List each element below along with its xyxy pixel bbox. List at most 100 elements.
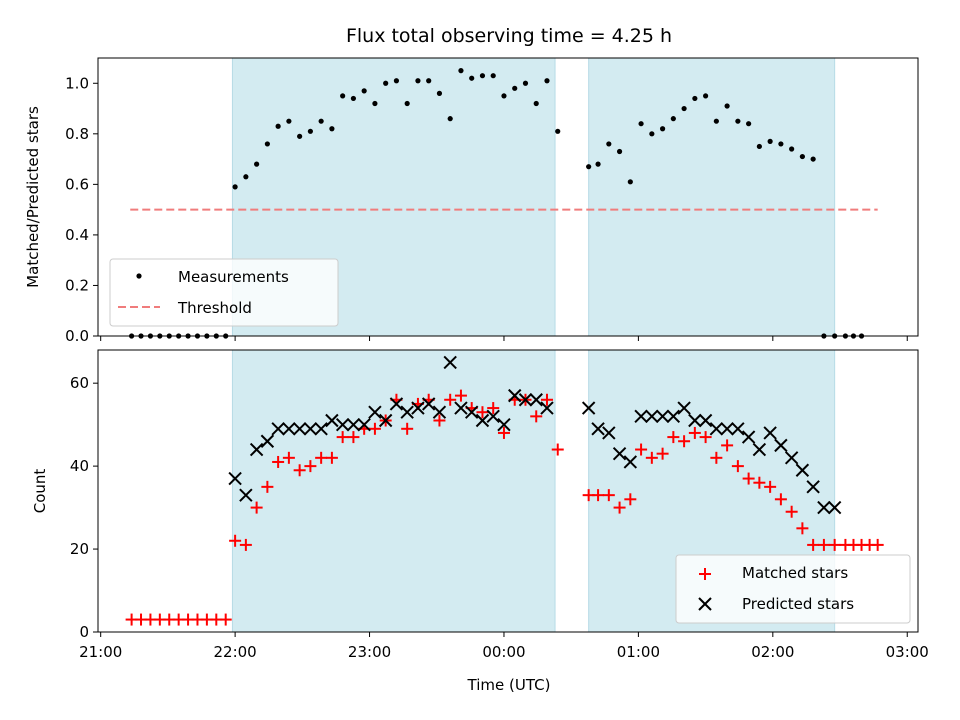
- point-matched-stars: [304, 460, 317, 473]
- point-measurements: [703, 93, 709, 99]
- point-matched-stars: [699, 431, 712, 444]
- point-predicted-stars: [518, 393, 533, 407]
- point-predicted-stars: [591, 422, 605, 436]
- point-predicted-stars: [421, 397, 436, 411]
- point-matched-stars: [530, 410, 543, 423]
- point-predicted-stars: [645, 409, 659, 424]
- point-predicted-stars: [454, 401, 468, 415]
- top-panel-frame: [97, 57, 919, 337]
- point-predicted-stars: [475, 413, 490, 428]
- point-matched-stars: [602, 489, 615, 502]
- point-measurements: [286, 118, 292, 124]
- point-measurements: [383, 80, 389, 86]
- top-panel-y-label: Matched/Predicted stars: [24, 106, 42, 288]
- point-measurements: [735, 118, 741, 124]
- point-predicted-stars: [741, 430, 756, 444]
- point-measurements: [393, 78, 400, 84]
- point-matched-stars: [315, 451, 328, 464]
- bottom-panel-frame: [97, 349, 919, 633]
- point-measurements: [426, 78, 432, 84]
- point-predicted-stars: [688, 413, 702, 428]
- point-measurements: [756, 143, 762, 150]
- point-measurements: [595, 161, 601, 167]
- y-tick-label: 0.8: [65, 125, 89, 143]
- point-predicted-stars: [634, 409, 648, 424]
- point-matched-stars: [336, 431, 349, 444]
- x-tick-label: 21:00: [79, 643, 122, 661]
- legend-label-threshold: Threshold: [177, 299, 252, 317]
- point-matched-stars: [667, 431, 680, 444]
- legend-marker-predicted-stars: [698, 597, 712, 611]
- point-measurements: [318, 118, 324, 124]
- point-measurements: [436, 90, 443, 96]
- point-matched-stars: [368, 422, 381, 435]
- point-predicted-stars: [314, 422, 328, 436]
- point-predicted-stars: [774, 438, 788, 453]
- legend-label-matched-stars: Matched stars: [742, 564, 848, 582]
- point-predicted-stars: [368, 405, 382, 419]
- point-measurements: [533, 100, 539, 107]
- point-matched-stars: [444, 393, 457, 406]
- top-panel-legend: Measurements Threshold: [109, 258, 339, 327]
- point-matched-stars: [293, 464, 306, 477]
- point-predicted-stars: [249, 442, 264, 457]
- point-matched-stars: [347, 431, 360, 444]
- point-measurements: [544, 78, 550, 84]
- point-predicted-stars: [228, 471, 242, 486]
- point-matched-stars: [828, 538, 841, 551]
- x-tick-label: 03:00: [886, 643, 929, 661]
- point-predicted-stars: [282, 422, 296, 436]
- y-tick-label: 1.0: [65, 74, 89, 92]
- point-predicted-stars: [623, 455, 638, 469]
- point-matched-stars: [624, 493, 637, 506]
- y-tick-label: 0.2: [65, 276, 89, 294]
- x-tick-label: 23:00: [348, 643, 391, 661]
- y-tick-label: 20: [70, 540, 89, 558]
- point-matched-stars: [613, 501, 626, 514]
- bottom-panel-y-label: Count: [31, 469, 49, 514]
- point-predicted-stars: [817, 500, 831, 515]
- bottom-panel: 21:00 22:00 23:00 00:00 01:00 02:00 03:00 0 20 40…: [31, 349, 929, 661]
- point-predicted-stars: [655, 409, 670, 424]
- point-measurements: [501, 93, 507, 99]
- point-predicted-stars: [411, 401, 425, 415]
- legend-marker-matched-stars: [699, 568, 711, 580]
- point-matched-stars: [261, 480, 274, 493]
- top-panel: 0.0 0.2 0.4 0.6 0.8 1.0 Matched/Predicted sta…: [24, 57, 919, 345]
- point-measurements: [789, 146, 795, 152]
- point-predicted-stars: [389, 397, 404, 411]
- point-predicted-stars: [698, 413, 713, 428]
- y-tick-label: 0.4: [65, 226, 89, 244]
- point-predicted-stars: [378, 413, 393, 428]
- point-measurements: [479, 73, 486, 79]
- point-measurements: [649, 131, 655, 137]
- point-matched-stars: [282, 451, 295, 464]
- point-measurements: [415, 78, 421, 84]
- point-predicted-stars: [602, 426, 616, 440]
- point-measurements: [810, 156, 816, 162]
- point-measurements: [616, 148, 623, 155]
- point-measurements: [555, 128, 561, 134]
- point-measurements: [458, 68, 464, 74]
- point-matched-stars: [325, 451, 338, 464]
- point-measurements: [254, 161, 260, 167]
- point-measurements: [606, 141, 612, 147]
- point-predicted-stars: [239, 488, 253, 502]
- point-matched-stars: [817, 538, 830, 551]
- point-predicted-stars: [529, 393, 543, 407]
- point-predicted-stars: [486, 409, 500, 424]
- point-predicted-stars: [540, 401, 554, 415]
- point-measurements: [232, 184, 238, 190]
- x-tick-label: 02:00: [751, 643, 794, 661]
- point-matched-stars: [592, 489, 605, 502]
- point-predicted-stars: [795, 463, 810, 477]
- point-predicted-stars: [752, 442, 767, 457]
- point-predicted-stars: [581, 401, 596, 415]
- point-predicted-stars: [400, 405, 414, 419]
- point-matched-stars: [272, 455, 285, 468]
- legend-marker-measurements: [136, 273, 142, 279]
- x-tick-label: 22:00: [213, 643, 256, 661]
- point-predicted-stars: [292, 422, 307, 436]
- point-predicted-stars: [432, 405, 447, 419]
